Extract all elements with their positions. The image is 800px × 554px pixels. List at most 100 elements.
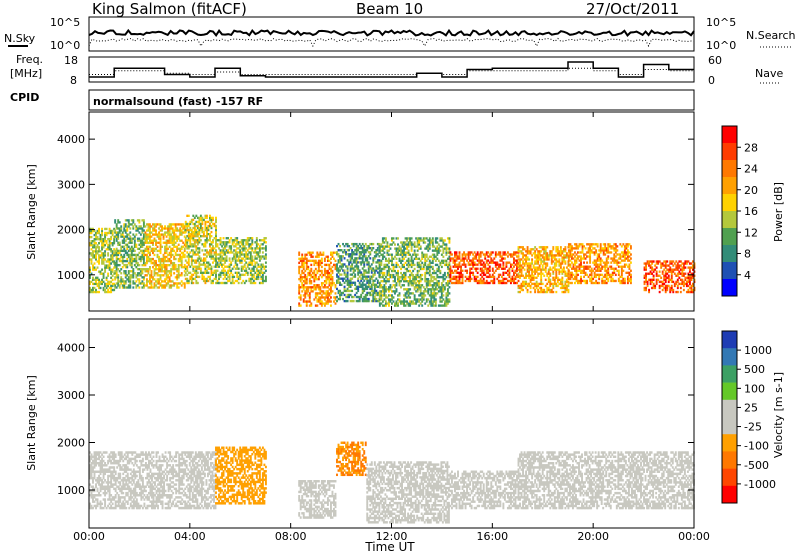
power-cell xyxy=(187,255,190,258)
power-cell xyxy=(305,300,308,303)
power-cell xyxy=(167,282,170,285)
power-cell xyxy=(142,276,145,279)
power-cell xyxy=(102,254,105,257)
power-cell xyxy=(436,241,439,244)
power-cell xyxy=(626,259,629,262)
power-cell xyxy=(443,302,446,305)
power-cell xyxy=(400,300,402,303)
power-cell xyxy=(436,249,439,252)
power-cell xyxy=(221,281,224,285)
power-cell xyxy=(239,251,242,254)
power-cell xyxy=(124,243,127,246)
power-cell xyxy=(398,245,401,248)
power-cell xyxy=(626,279,629,283)
power-cell xyxy=(95,256,97,259)
power-cell xyxy=(506,255,509,258)
power-cell xyxy=(183,265,186,269)
power-cell xyxy=(601,247,604,250)
power-cell xyxy=(383,237,386,240)
power-cell xyxy=(373,257,376,260)
power-cell xyxy=(464,265,467,268)
power-cell xyxy=(605,261,608,264)
power-cell xyxy=(583,271,585,274)
power-cell xyxy=(93,246,96,249)
power-cell xyxy=(525,286,528,290)
power-cell xyxy=(553,282,556,286)
power-cell xyxy=(184,243,187,246)
power-cell xyxy=(602,275,605,279)
power-cell xyxy=(450,271,453,274)
power-cell xyxy=(532,286,535,290)
power-cell xyxy=(207,279,210,283)
power-cell xyxy=(401,243,404,246)
power-cell xyxy=(207,265,210,268)
power-cell xyxy=(251,237,254,240)
power-cell xyxy=(425,282,428,285)
power-cell xyxy=(622,281,625,285)
power-cell xyxy=(334,263,337,267)
power-cell xyxy=(556,280,559,284)
power-cell xyxy=(227,241,230,244)
power-cell xyxy=(415,255,418,258)
power-cell xyxy=(167,276,170,279)
power-cell xyxy=(320,271,323,275)
power-cell xyxy=(139,225,142,228)
power-cell xyxy=(212,239,214,242)
power-cell xyxy=(319,251,322,254)
power-cell xyxy=(173,272,176,275)
power-cell xyxy=(105,282,108,286)
power-cell xyxy=(529,278,532,281)
power-cell xyxy=(384,294,387,297)
power-cell xyxy=(139,274,142,277)
power-cell xyxy=(179,223,182,226)
power-cell xyxy=(189,277,192,281)
power-cell xyxy=(354,249,357,252)
power-cell xyxy=(380,294,383,297)
power-cell xyxy=(526,246,529,249)
power-cell xyxy=(523,284,526,288)
power-cell xyxy=(150,259,153,263)
power-cell xyxy=(358,281,361,284)
power-cell xyxy=(416,245,419,248)
power-cell xyxy=(567,284,570,288)
power-cell xyxy=(320,275,323,279)
power-cell xyxy=(394,302,396,305)
power-cell xyxy=(574,275,576,279)
power-cell xyxy=(222,277,225,281)
power-cell xyxy=(403,257,406,260)
power-cell xyxy=(132,237,135,240)
power-cell xyxy=(367,299,370,303)
power-cell xyxy=(413,298,416,301)
power-cell xyxy=(165,231,168,234)
power-cell xyxy=(561,250,564,253)
power-cell xyxy=(528,258,531,261)
power-cell xyxy=(567,288,570,292)
power-cell xyxy=(90,258,93,261)
power-cell xyxy=(182,253,185,257)
power-cell xyxy=(367,297,370,301)
power-cell xyxy=(387,286,390,289)
power-cell xyxy=(404,267,407,271)
power-cell xyxy=(117,231,120,234)
power-cell xyxy=(317,275,320,279)
power-cell xyxy=(322,286,325,289)
power-cell xyxy=(623,255,626,258)
power-cell xyxy=(593,271,596,274)
power-cell xyxy=(240,265,243,268)
power-cell xyxy=(102,274,105,277)
power-cell xyxy=(199,216,202,220)
power-cell xyxy=(448,247,451,250)
power-cell xyxy=(570,281,573,285)
power-cell xyxy=(199,214,202,218)
power-cell xyxy=(123,272,126,275)
power-cell xyxy=(340,293,343,297)
power-cell xyxy=(190,279,193,283)
power-cell xyxy=(358,271,361,274)
power-cell xyxy=(257,243,260,246)
power-cell xyxy=(127,241,130,244)
power-cell xyxy=(508,267,511,270)
power-cell xyxy=(443,277,446,281)
power-cell xyxy=(619,265,622,268)
power-cell xyxy=(410,255,413,258)
power-cell xyxy=(196,251,199,254)
